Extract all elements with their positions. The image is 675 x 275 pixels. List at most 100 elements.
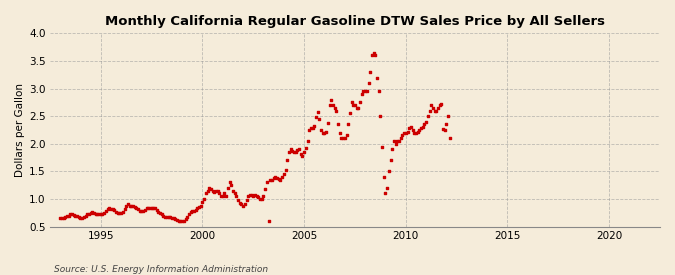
- Point: [346, 100, 357, 104]
- Point: [417, 125, 428, 130]
- Point: [143, 206, 154, 210]
- Point: [211, 188, 221, 193]
- Point: [399, 131, 410, 135]
- Point: [70, 213, 81, 218]
- Point: [273, 177, 284, 181]
- Point: [155, 211, 165, 215]
- Point: [350, 103, 360, 107]
- Point: [206, 187, 217, 191]
- Point: [406, 125, 416, 130]
- Point: [102, 207, 113, 211]
- Point: [327, 103, 338, 107]
- Point: [287, 149, 298, 153]
- Point: [74, 215, 84, 219]
- Point: [383, 169, 394, 174]
- Point: [389, 139, 400, 143]
- Point: [97, 212, 108, 217]
- Point: [67, 212, 78, 216]
- Point: [60, 215, 71, 219]
- Point: [441, 122, 452, 127]
- Point: [94, 212, 105, 217]
- Point: [260, 187, 271, 191]
- Point: [341, 133, 352, 138]
- Point: [270, 175, 281, 179]
- Point: [285, 147, 296, 152]
- Point: [90, 212, 101, 216]
- Point: [439, 128, 450, 132]
- Point: [434, 103, 445, 107]
- Point: [204, 186, 215, 190]
- Point: [216, 194, 227, 199]
- Point: [319, 131, 330, 135]
- Point: [184, 212, 194, 216]
- Point: [392, 139, 403, 143]
- Point: [278, 172, 289, 176]
- Point: [150, 206, 161, 211]
- Point: [99, 211, 109, 216]
- Point: [326, 97, 337, 102]
- Point: [128, 204, 138, 208]
- Point: [134, 208, 145, 213]
- Point: [296, 152, 306, 156]
- Point: [157, 212, 167, 217]
- Point: [256, 197, 267, 201]
- Point: [194, 205, 205, 210]
- Point: [385, 158, 396, 163]
- Point: [124, 204, 135, 208]
- Point: [144, 206, 155, 210]
- Point: [78, 214, 89, 219]
- Point: [421, 119, 431, 124]
- Point: [187, 209, 198, 213]
- Point: [250, 193, 261, 197]
- Point: [158, 213, 169, 218]
- Point: [246, 193, 257, 197]
- Point: [361, 89, 372, 94]
- Point: [138, 209, 148, 213]
- Point: [307, 126, 318, 131]
- Point: [443, 114, 454, 118]
- Point: [241, 198, 252, 202]
- Point: [380, 191, 391, 196]
- Point: [151, 208, 162, 212]
- Point: [377, 144, 387, 149]
- Point: [233, 198, 244, 202]
- Point: [299, 150, 310, 154]
- Point: [92, 212, 103, 217]
- Point: [234, 201, 245, 206]
- Point: [224, 180, 235, 185]
- Point: [131, 206, 142, 210]
- Point: [410, 131, 421, 135]
- Point: [280, 167, 291, 172]
- Point: [111, 210, 122, 214]
- Point: [344, 111, 355, 116]
- Point: [117, 210, 128, 214]
- Point: [248, 194, 259, 198]
- Point: [236, 202, 247, 207]
- Point: [404, 126, 414, 131]
- Point: [238, 204, 248, 208]
- Point: [214, 191, 225, 195]
- Point: [316, 128, 327, 132]
- Point: [153, 210, 164, 214]
- Point: [85, 211, 96, 215]
- Point: [209, 189, 220, 194]
- Point: [87, 210, 98, 214]
- Point: [277, 175, 288, 179]
- Point: [219, 191, 230, 196]
- Point: [382, 186, 393, 190]
- Point: [192, 206, 202, 211]
- Point: [82, 212, 92, 217]
- Point: [407, 128, 418, 132]
- Point: [317, 131, 328, 135]
- Point: [173, 218, 184, 223]
- Point: [188, 208, 199, 213]
- Point: [334, 131, 345, 135]
- Point: [198, 197, 209, 201]
- Point: [423, 114, 433, 118]
- Point: [177, 219, 188, 223]
- Point: [379, 175, 389, 179]
- Point: [133, 207, 144, 212]
- Point: [146, 206, 157, 210]
- Point: [409, 131, 420, 135]
- Point: [289, 150, 300, 154]
